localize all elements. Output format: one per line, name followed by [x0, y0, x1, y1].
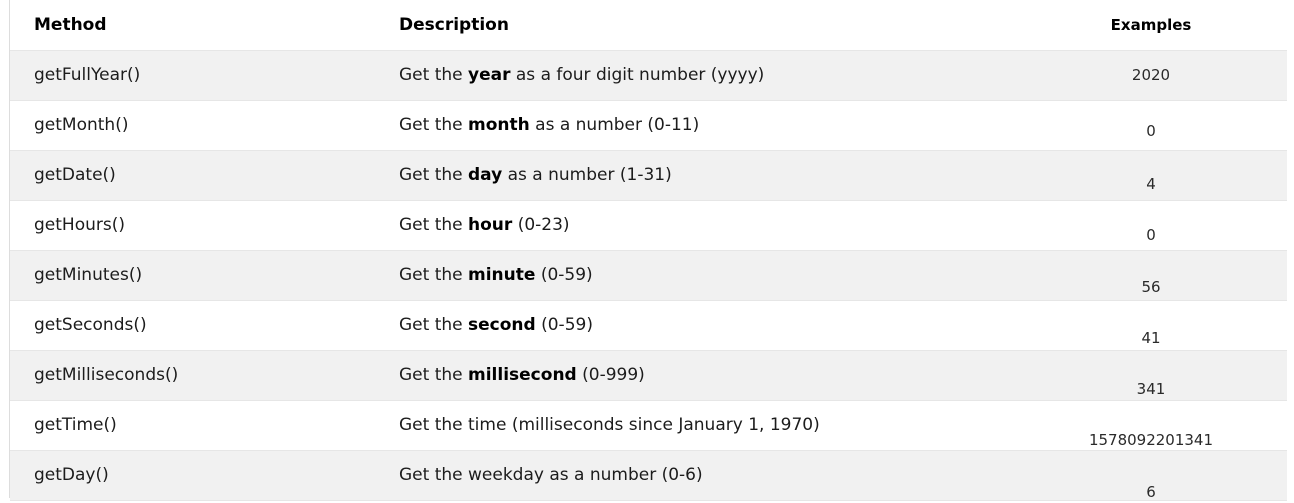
column-header-method: Method [10, 0, 375, 51]
description-keyword: minute [468, 265, 536, 285]
description-keyword: month [468, 115, 530, 135]
description-prefix: Get the [399, 215, 469, 235]
cell-method: getDay() [10, 450, 375, 501]
cell-example: 341 [1015, 350, 1287, 401]
description-suffix: (0-59) [535, 265, 593, 285]
example-value: 56 [1141, 278, 1161, 296]
cell-example: 1578092201341 [1015, 400, 1287, 451]
cell-method: getDate() [10, 150, 375, 201]
example-value: 6 [1146, 483, 1156, 500]
cell-description: Get the second (0-59) [375, 300, 1015, 351]
example-value: 41 [1141, 329, 1161, 347]
cell-example: 41 [1015, 300, 1287, 351]
description-prefix: Get the time (milliseconds since January… [399, 415, 820, 435]
description-prefix: Get the [399, 165, 469, 185]
table-header: Method Description Examples [10, 0, 1287, 51]
cell-description: Get the millisecond (0-999) [375, 350, 1015, 401]
description-suffix: (0-999) [576, 365, 645, 385]
cell-example: 0 [1015, 200, 1287, 251]
column-header-examples: Examples [1015, 0, 1287, 51]
description-suffix: as a number (1-31) [502, 165, 672, 185]
description-prefix: Get the weekday as a number (0-6) [399, 465, 703, 485]
table-row: getTime() Get the time (milliseconds sinc… [10, 400, 1287, 451]
example-value: 0 [1146, 226, 1156, 244]
description-prefix: Get the [399, 315, 469, 335]
description-suffix: (0-23) [512, 215, 570, 235]
table-body: getFullYear() Get the year as a four digi… [10, 50, 1287, 501]
cell-description: Get the hour (0-23) [375, 200, 1015, 251]
description-prefix: Get the [399, 115, 469, 135]
table-row: getDay() Get the weekday as a number (0-6… [10, 450, 1287, 501]
description-suffix: as a four digit number (yyyy) [510, 65, 765, 85]
description-prefix: Get the [399, 65, 469, 85]
description-prefix: Get the [399, 365, 469, 385]
cell-method: getMinutes() [10, 250, 375, 301]
cell-method: getSeconds() [10, 300, 375, 351]
table-row: getHours() Get the hour (0-23) 0 [10, 200, 1287, 251]
column-header-description: Description [375, 0, 1015, 51]
cell-example: 2020 [1015, 50, 1287, 101]
cell-description: Get the year as a four digit number (yyy… [375, 50, 1015, 101]
cell-example: 4 [1015, 150, 1287, 201]
description-suffix: as a number (0-11) [529, 115, 700, 135]
cell-method: getHours() [10, 200, 375, 251]
table-row: getMinutes() Get the minute (0-59) 56 [10, 250, 1287, 301]
date-methods-table-container: Method Description Examples getFullYear(… [9, 0, 1287, 501]
cell-description: Get the weekday as a number (0-6) [375, 450, 1015, 501]
description-keyword: second [468, 315, 536, 335]
example-value: 1578092201341 [1088, 431, 1214, 449]
example-value: 341 [1136, 380, 1166, 398]
table-row: getMilliseconds() Get the millisecond (0-… [10, 350, 1287, 401]
cell-description: Get the minute (0-59) [375, 250, 1015, 301]
example-value: 0 [1146, 122, 1156, 140]
cell-description: Get the month as a number (0-11) [375, 100, 1015, 151]
example-value: 2020 [1131, 66, 1171, 84]
description-suffix: (0-59) [535, 315, 593, 335]
description-keyword: millisecond [468, 365, 577, 385]
table-row: getMonth() Get the month as a number (0-1… [10, 100, 1287, 151]
table-row: getFullYear() Get the year as a four digi… [10, 50, 1287, 101]
cell-example: 0 [1015, 100, 1287, 151]
table-header-row: Method Description Examples [10, 0, 1287, 51]
description-prefix: Get the [399, 265, 469, 285]
example-value: 4 [1146, 175, 1156, 193]
cell-example: 6 [1015, 450, 1287, 501]
cell-method: getTime() [10, 400, 375, 451]
cell-description: Get the time (milliseconds since January… [375, 400, 1015, 451]
cell-example: 56 [1015, 250, 1287, 301]
cell-method: getFullYear() [10, 50, 375, 101]
description-keyword: hour [468, 215, 513, 235]
cell-method: getMonth() [10, 100, 375, 151]
description-keyword: day [468, 165, 503, 185]
table-row: getSeconds() Get the second (0-59) 41 [10, 300, 1287, 351]
cell-method: getMilliseconds() [10, 350, 375, 401]
description-keyword: year [468, 65, 511, 85]
table-row: getDate() Get the day as a number (1-31) 4 [10, 150, 1287, 201]
date-methods-table: Method Description Examples getFullYear(… [10, 0, 1287, 501]
cell-description: Get the day as a number (1-31) [375, 150, 1015, 201]
